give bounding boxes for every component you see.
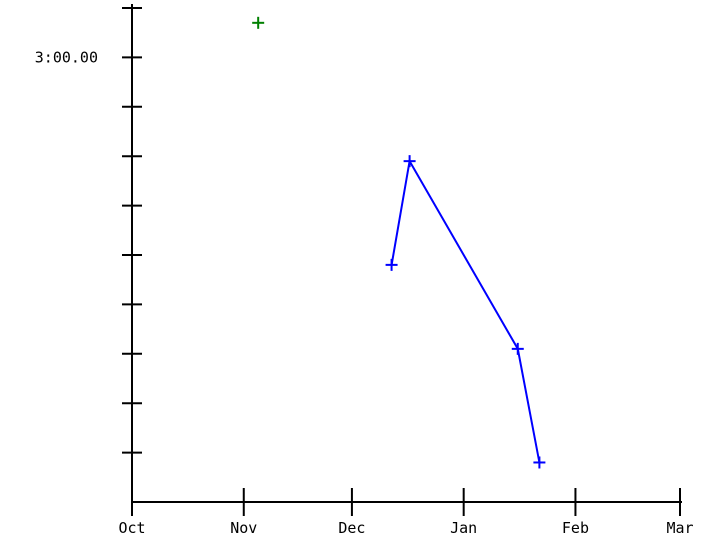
data-point <box>252 16 265 29</box>
data-point <box>533 456 546 469</box>
series-line <box>390 158 541 463</box>
x-tick-label: Dec <box>338 519 365 537</box>
data-point <box>403 155 416 168</box>
x-tick-label: Oct <box>118 519 145 537</box>
y-axis-ticks: 3:00.00 <box>35 7 142 454</box>
series-layer <box>252 16 546 469</box>
x-tick-label: Jan <box>450 519 477 537</box>
data-point <box>511 342 524 355</box>
x-tick-label: Feb <box>562 519 589 537</box>
x-tick-label: Mar <box>666 519 693 537</box>
x-axis-ticks: Oct Nov Dec Jan Feb Mar <box>118 488 694 537</box>
axes <box>131 4 682 503</box>
x-tick-label: Nov <box>230 519 257 537</box>
y-tick-label: 3:00.00 <box>35 48 98 66</box>
data-point <box>385 258 398 271</box>
